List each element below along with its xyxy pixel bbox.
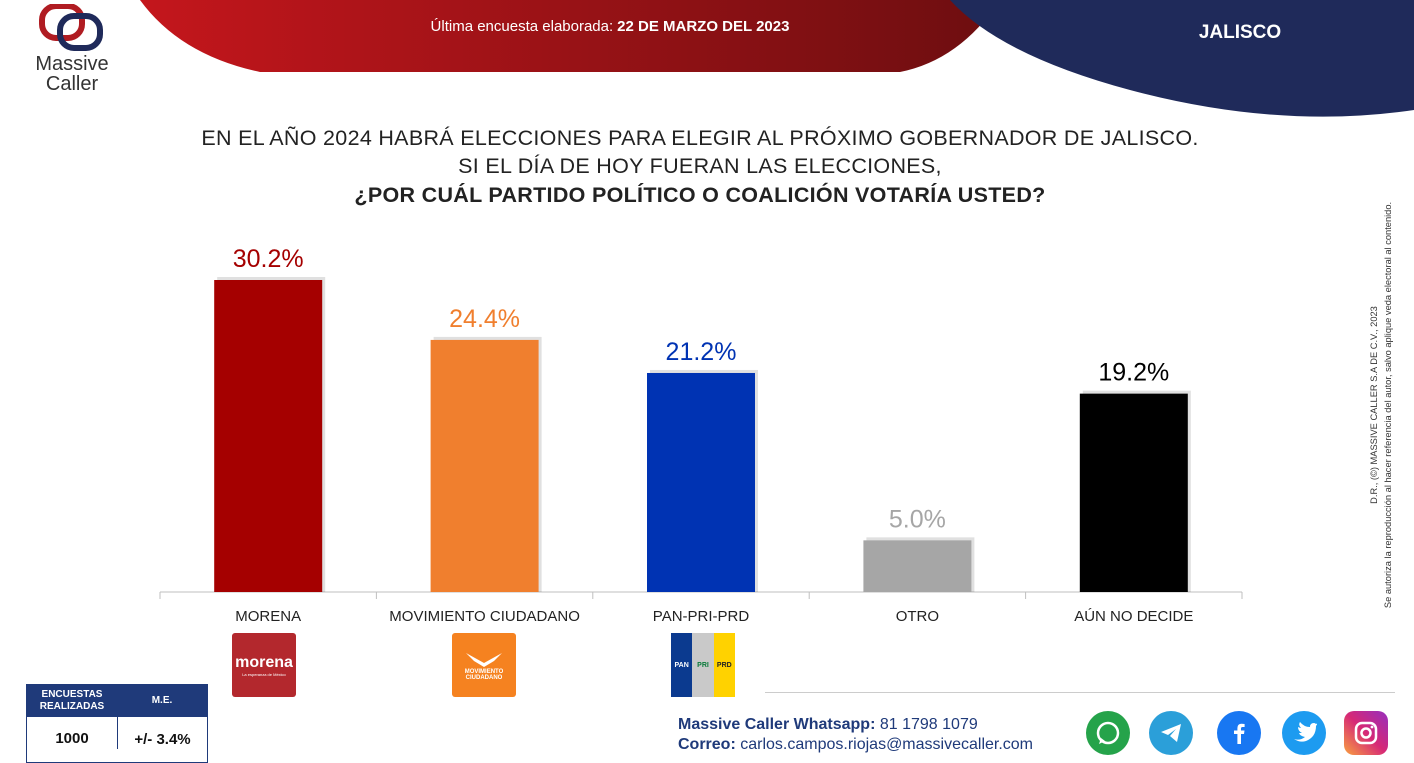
contact-divider — [765, 692, 1395, 693]
eagle-icon — [466, 653, 502, 667]
mc-logo-text: MOVIMIENTO CIUDADANO — [464, 669, 504, 681]
category-label: OTRO — [896, 608, 939, 625]
morena-logo-tag: La esperanza de México — [242, 671, 286, 677]
survey-stats-table: ENCUESTAS REALIZADAS M.E. 1000 +/- 3.4% — [26, 684, 208, 763]
morena-logo-text: morena — [235, 653, 293, 671]
bar-value-label: 24.4% — [449, 305, 520, 333]
category-label: AÚN NO DECIDE — [1074, 608, 1193, 625]
bar-morena — [214, 280, 323, 592]
bar-value-label: 30.2% — [233, 245, 304, 273]
morena-logo: morena La esperanza de México — [232, 633, 296, 697]
stats-me-value: +/- 3.4% — [117, 717, 207, 749]
bar-pan-pri-prd — [647, 372, 755, 592]
survey-date-label: Última encuesta elaborada: — [430, 18, 614, 35]
telegram-icon[interactable] — [1149, 711, 1193, 755]
pan-pri-prd-logo: PAN PRI PRD — [671, 633, 735, 697]
email-label: Correo: — [678, 736, 736, 753]
logo-text-sub: Caller — [45, 73, 99, 95]
contact-info: Massive Caller Whatsapp: 81 1798 1079 Co… — [678, 716, 1033, 754]
pan-logo-part: PAN — [671, 633, 693, 697]
whatsapp-icon[interactable] — [1086, 711, 1130, 755]
logo-mark-icon — [39, 3, 103, 51]
email-address[interactable]: carlos.campos.riojas@massivecaller.com — [740, 736, 1034, 753]
twitter-icon[interactable] — [1282, 711, 1326, 755]
bar-otro — [863, 540, 972, 592]
whatsapp-number[interactable]: 81 1798 1079 — [879, 716, 978, 733]
category-label: MORENA — [235, 608, 301, 625]
facebook-icon[interactable] — [1217, 711, 1261, 755]
bar-value-label: 19.2% — [1098, 359, 1169, 387]
bar-a-n-no-decide — [1079, 393, 1188, 592]
question-line-1: EN EL AÑO 2024 HABRÁ ELECCIONES PARA ELE… — [201, 126, 1199, 150]
question-line-2: SI EL DÍA DE HOY FUERAN LAS ELECCIONES, — [458, 154, 942, 178]
bar-value-label: 5.0% — [889, 505, 946, 533]
question-line-3: ¿POR CUÁL PARTIDO POLÍTICO O COALICIÓN V… — [354, 183, 1046, 207]
instagram-icon[interactable] — [1344, 711, 1388, 755]
stats-header-surveys: ENCUESTAS REALIZADAS — [39, 689, 105, 712]
prd-logo-part: PRD — [713, 633, 735, 697]
stats-header: ENCUESTAS REALIZADAS M.E. — [27, 685, 207, 717]
header-banner — [140, 0, 1414, 117]
category-label: PAN-PRI-PRD — [653, 608, 750, 625]
bar-value-label: 21.2% — [666, 338, 737, 366]
pri-logo-part: PRI — [692, 633, 714, 697]
stats-header-me: M.E. — [151, 695, 173, 706]
logo-text-main: Massive — [35, 53, 109, 75]
survey-date-value: 22 DE MARZO DEL 2023 — [617, 18, 790, 35]
bar-movimiento-ciudadano — [430, 339, 539, 592]
massive-caller-logo: Massive Caller — [22, 3, 122, 104]
movimiento-ciudadano-logo: MOVIMIENTO CIUDADANO — [452, 633, 516, 697]
whatsapp-label: Massive Caller Whatsapp: — [678, 716, 876, 733]
stats-surveys-value: 1000 — [55, 730, 89, 747]
category-label: MOVIMIENTO CIUDADANO — [389, 608, 580, 625]
state-label: JALISCO — [1198, 22, 1282, 43]
survey-date-line: Última encuesta elaborada: 22 DE MARZO DE… — [330, 18, 890, 35]
